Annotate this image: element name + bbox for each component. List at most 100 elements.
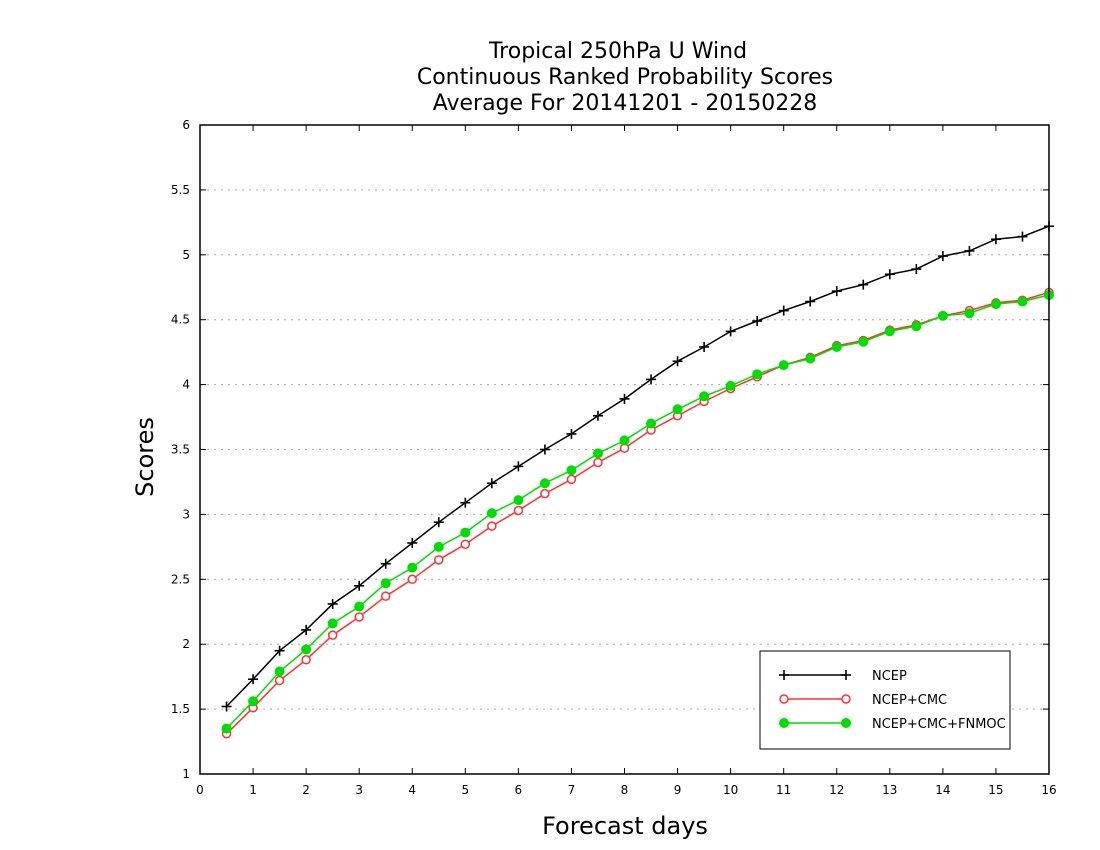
y-tick-label: 2 (182, 637, 190, 651)
y-tick-label: 3 (182, 507, 190, 521)
data-point (619, 393, 630, 404)
x-tick-label: 11 (776, 783, 791, 797)
data-point (486, 478, 497, 489)
data-point (990, 299, 1001, 310)
data-point (964, 308, 975, 319)
data-point (433, 541, 444, 552)
y-axis-label: Scores (131, 417, 159, 497)
data-point (725, 380, 736, 391)
y-tick-label: 4 (182, 378, 190, 392)
data-point (301, 624, 312, 635)
y-axis-ticks: 1 1.5 2 2.5 3 3.5 4 4.5 5 5.5 6 (171, 118, 1049, 781)
data-point (486, 508, 497, 519)
data-point (327, 598, 338, 609)
data-point (884, 269, 895, 280)
data-point (752, 369, 763, 380)
chart-title-line-3: Average For 20141201 - 20150228 (433, 91, 818, 116)
x-axis-ticks: 0 1 2 3 4 5 6 7 8 9 10 11 12 13 14 15 16 (196, 125, 1057, 797)
data-point (354, 601, 365, 612)
data-point (460, 497, 471, 508)
data-point (433, 517, 444, 528)
data-point (327, 618, 338, 629)
x-tick-label: 14 (935, 783, 950, 797)
data-point (274, 645, 285, 656)
data-point (354, 612, 364, 622)
data-point (460, 527, 471, 538)
data-point (274, 666, 285, 677)
x-tick-label: 16 (1041, 783, 1056, 797)
data-point (699, 391, 710, 402)
x-tick-label: 0 (196, 783, 204, 797)
data-point (407, 562, 418, 573)
x-axis-label: Forecast days (542, 812, 708, 840)
legend-marker (779, 694, 789, 704)
data-point (539, 444, 550, 455)
data-point (301, 655, 311, 665)
x-tick-label: 4 (408, 783, 416, 797)
data-point (380, 578, 391, 589)
data-point (778, 360, 789, 371)
data-point (937, 251, 948, 262)
x-tick-label: 10 (723, 783, 738, 797)
data-point (672, 356, 683, 367)
data-point (672, 404, 683, 415)
data-point (805, 296, 816, 307)
data-point (301, 644, 312, 655)
series-layer (221, 221, 1054, 739)
data-point (725, 326, 736, 337)
legend-item-ncep-cmc-fnmoc: NCEP+CMC+FNMOC (779, 717, 1006, 732)
data-point (831, 286, 842, 297)
chart-title-line-2: Continuous Ranked Probability Scores (417, 65, 833, 90)
data-point (513, 505, 524, 516)
data-point (593, 457, 603, 468)
data-point (487, 521, 497, 531)
data-point (248, 674, 259, 685)
y-tick-label: 1.5 (171, 702, 190, 716)
data-point (752, 315, 763, 326)
data-point (380, 558, 391, 569)
data-point (831, 341, 842, 352)
data-point (646, 418, 657, 429)
data-point (699, 341, 710, 352)
data-point (646, 374, 657, 385)
grid (200, 189, 1049, 710)
data-point (248, 696, 259, 707)
data-point (407, 574, 417, 585)
legend-box (759, 650, 1011, 750)
data-point (805, 353, 816, 364)
x-tick-label: 13 (882, 783, 897, 797)
data-point (407, 537, 418, 548)
legend-label: NCEP+CMC (872, 693, 947, 708)
y-tick-label: 5 (182, 248, 190, 262)
series-line (225, 225, 1050, 708)
legend-marker (779, 670, 789, 680)
data-point (911, 321, 922, 332)
y-tick-label: 3.5 (171, 443, 190, 457)
legend-marker (841, 670, 851, 680)
data-point (540, 488, 550, 499)
data-point (911, 264, 922, 275)
x-tick-label: 3 (355, 783, 363, 797)
data-point (221, 723, 232, 734)
chart-title-line-1: Tropical 250hPa U Wind (488, 39, 747, 64)
legend-marker (841, 718, 851, 728)
x-tick-label: 6 (515, 783, 523, 797)
data-point (460, 539, 471, 550)
data-point (513, 495, 524, 506)
data-point (884, 326, 895, 337)
x-tick-label: 8 (621, 783, 629, 797)
data-point (858, 336, 869, 347)
series-ncep-cmc-fnmoc (221, 290, 1054, 734)
legend-marker (841, 694, 851, 704)
legend-item-ncep: NCEP (779, 669, 907, 684)
x-tick-label: 2 (302, 783, 310, 797)
data-point (274, 675, 285, 686)
data-point (964, 245, 975, 256)
x-tick-label: 15 (988, 783, 1003, 797)
y-tick-label: 1 (182, 767, 190, 781)
y-tick-label: 4.5 (171, 313, 190, 327)
data-point (858, 279, 869, 290)
data-point (221, 701, 232, 712)
legend-label: NCEP (872, 669, 907, 684)
